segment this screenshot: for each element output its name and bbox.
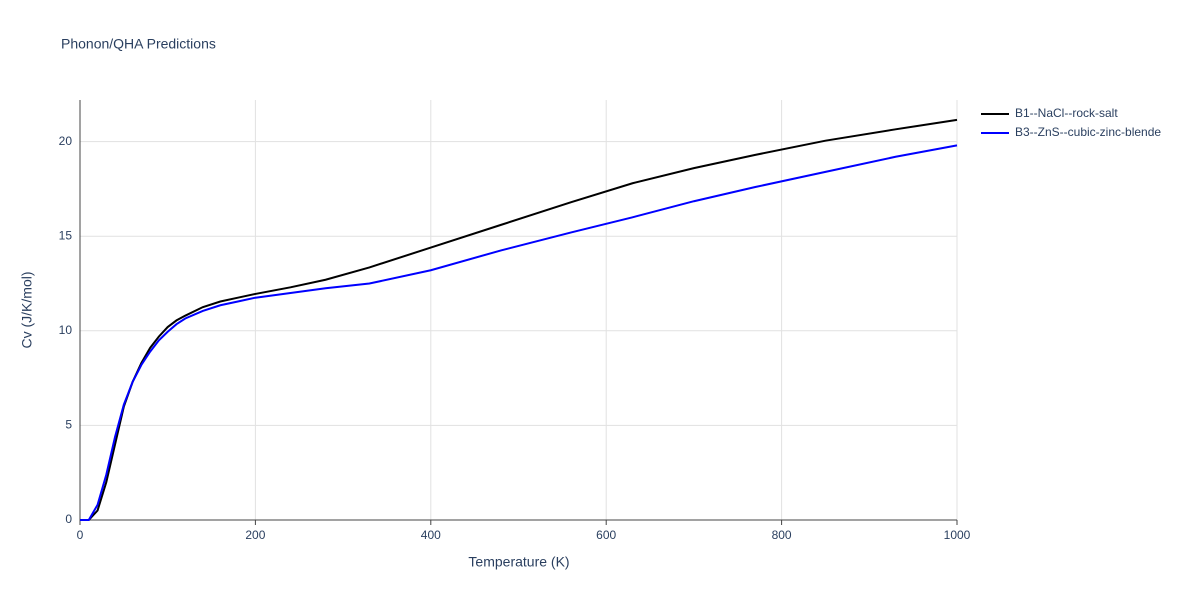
x-tick-label: 600 <box>596 528 616 542</box>
x-tick-label: 0 <box>77 528 84 542</box>
series-line <box>80 144 958 521</box>
x-tick-label: 200 <box>245 528 265 542</box>
y-tick-label: 0 <box>65 512 72 526</box>
y-tick-label: 20 <box>59 134 73 148</box>
x-tick-label: 1000 <box>944 528 971 542</box>
legend-label: B3--ZnS--cubic-zinc-blende <box>1015 125 1161 139</box>
x-tick-label: 800 <box>772 528 792 542</box>
y-tick-label: 10 <box>59 323 73 337</box>
legend-label: B1--NaCl--rock-salt <box>1015 106 1118 120</box>
y-tick-label: 5 <box>65 418 72 432</box>
y-tick-label: 15 <box>59 228 73 242</box>
y-axis-title: Cv (J/K/mol) <box>19 272 35 349</box>
x-axis-title: Temperature (K) <box>468 554 569 570</box>
chart-title: Phonon/QHA Predictions <box>61 36 216 52</box>
series-line <box>80 118 958 521</box>
x-tick-label: 400 <box>421 528 441 542</box>
